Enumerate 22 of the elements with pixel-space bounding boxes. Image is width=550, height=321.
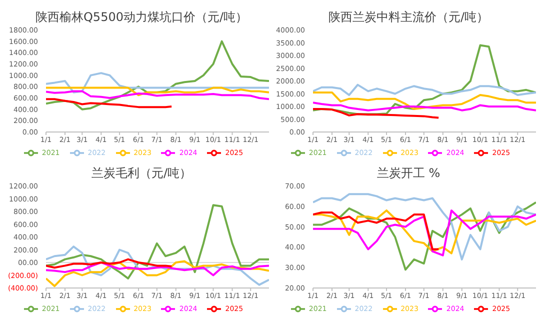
line-series — [46, 72, 269, 94]
line-series — [46, 204, 269, 280]
line-series — [46, 98, 173, 108]
line-series — [46, 262, 269, 276]
line-series — [313, 193, 536, 260]
chart-title: 兰炭开工 % — [376, 165, 442, 182]
chart-title: 陕西榆林Q5500动力煤坑口价（元/吨） — [34, 9, 249, 26]
line-series — [313, 102, 536, 112]
line-series — [313, 201, 536, 271]
line-series — [313, 44, 536, 116]
line-series — [313, 91, 536, 110]
chart-title: 陕西兰炭中料主流价（元/吨） — [327, 9, 490, 26]
line-series — [313, 212, 440, 250]
line-series — [46, 260, 269, 288]
line-series — [46, 40, 269, 110]
line-series — [46, 258, 173, 269]
line-series — [46, 86, 269, 96]
chart-title: 兰炭毛利（元/吨） — [90, 165, 193, 182]
line-series — [313, 108, 440, 119]
line-series — [46, 246, 269, 286]
line-series — [46, 90, 269, 100]
line-series — [313, 84, 536, 96]
